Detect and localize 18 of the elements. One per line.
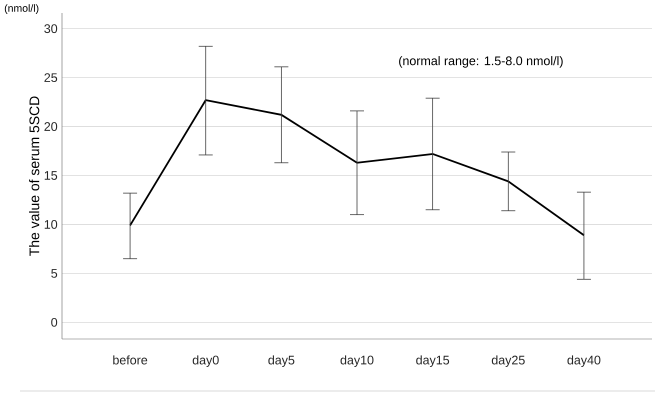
annotation: (normal range: 1.5-8.0 nmol/l) (399, 56, 563, 68)
y-tick-label: 25 (44, 73, 58, 82)
y-tick-label: 30 (44, 24, 58, 34)
text: (nmol/l) (4, 4, 38, 14)
y-axis-title: The value of serum 5SCD (29, 96, 40, 256)
line-series (129, 99, 585, 236)
x-tick-label: day10 (340, 355, 374, 367)
y-tick-label: 10 (44, 220, 58, 229)
y-tick-label: 20 (44, 122, 58, 131)
x-tick-label: day25 (492, 355, 525, 367)
x-tick-label: day5 (268, 355, 294, 367)
x-tick-label: day40 (567, 355, 600, 367)
y-tick-label: 0 (51, 318, 58, 327)
x-tick-label: day15 (416, 355, 450, 367)
y-tick-label: 15 (44, 171, 58, 180)
y-tick-label: 5 (51, 269, 58, 278)
x-tick-label: before (113, 355, 148, 364)
x-tick-label: day0 (192, 355, 219, 367)
